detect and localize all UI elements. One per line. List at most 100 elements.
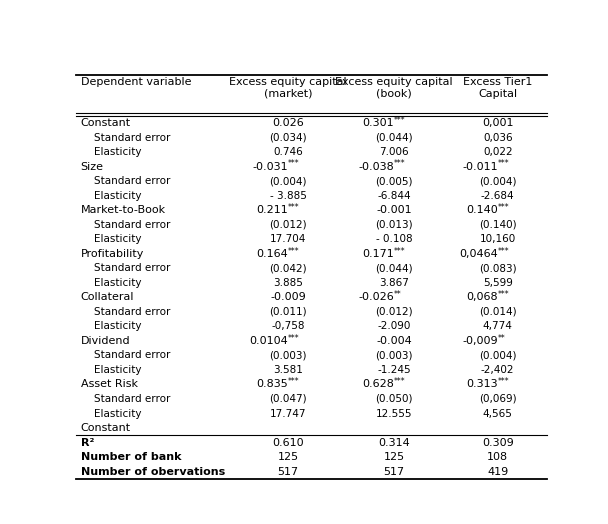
Text: -0.011: -0.011 bbox=[462, 161, 498, 171]
Text: Number of obervations: Number of obervations bbox=[81, 466, 225, 477]
Text: 17.704: 17.704 bbox=[270, 234, 306, 244]
Text: (0.044): (0.044) bbox=[375, 263, 413, 273]
Text: 5,599: 5,599 bbox=[483, 278, 513, 288]
Text: 0.610: 0.610 bbox=[272, 438, 304, 447]
Text: 17.747: 17.747 bbox=[270, 409, 306, 419]
Text: 0.835: 0.835 bbox=[257, 379, 288, 389]
Text: -6.844: -6.844 bbox=[377, 191, 411, 201]
Text: (0.140): (0.140) bbox=[479, 220, 517, 230]
Text: 0.0104: 0.0104 bbox=[249, 336, 288, 346]
Text: Elasticity: Elasticity bbox=[94, 321, 142, 331]
Text: -0.026: -0.026 bbox=[358, 292, 394, 302]
Text: Elasticity: Elasticity bbox=[94, 409, 142, 419]
Text: Dividend: Dividend bbox=[81, 336, 130, 346]
Text: - 3.885: - 3.885 bbox=[269, 191, 306, 201]
Text: (0.083): (0.083) bbox=[479, 263, 517, 273]
Text: Standard error: Standard error bbox=[94, 307, 170, 317]
Text: (0.047): (0.047) bbox=[269, 394, 307, 404]
Text: (0.011): (0.011) bbox=[269, 307, 307, 317]
Text: ***: *** bbox=[394, 377, 406, 386]
Text: (0.005): (0.005) bbox=[375, 176, 413, 186]
Text: Elasticity: Elasticity bbox=[94, 234, 142, 244]
Text: 0.164: 0.164 bbox=[257, 249, 288, 259]
Text: **: ** bbox=[498, 334, 505, 343]
Text: 0,036: 0,036 bbox=[483, 133, 513, 143]
Text: 3.867: 3.867 bbox=[379, 278, 409, 288]
Text: Constant: Constant bbox=[81, 118, 131, 128]
Text: Standard error: Standard error bbox=[94, 351, 170, 361]
Text: (0.012): (0.012) bbox=[375, 307, 413, 317]
Text: Profitability: Profitability bbox=[81, 249, 144, 259]
Text: -2,402: -2,402 bbox=[481, 365, 514, 375]
Text: -0.031: -0.031 bbox=[252, 161, 288, 171]
Text: 0.140: 0.140 bbox=[466, 205, 498, 215]
Text: Elasticity: Elasticity bbox=[94, 147, 142, 157]
Text: (0.004): (0.004) bbox=[269, 176, 307, 186]
Text: Standard error: Standard error bbox=[94, 176, 170, 186]
Text: (0.004): (0.004) bbox=[479, 351, 516, 361]
Text: -1.245: -1.245 bbox=[377, 365, 411, 375]
Text: (0.014): (0.014) bbox=[479, 307, 517, 317]
Text: Excess equity capital
(book): Excess equity capital (book) bbox=[335, 77, 453, 99]
Text: Elasticity: Elasticity bbox=[94, 365, 142, 375]
Text: Excess equity capital
(market): Excess equity capital (market) bbox=[229, 77, 347, 99]
Text: (0.034): (0.034) bbox=[269, 133, 307, 143]
Text: 0.211: 0.211 bbox=[257, 205, 288, 215]
Text: **: ** bbox=[394, 290, 402, 299]
Text: 7.006: 7.006 bbox=[379, 147, 409, 157]
Text: 419: 419 bbox=[487, 466, 508, 477]
Text: Standard error: Standard error bbox=[94, 220, 170, 230]
Text: Asset Risk: Asset Risk bbox=[81, 379, 137, 389]
Text: ***: *** bbox=[394, 159, 406, 168]
Text: 517: 517 bbox=[384, 466, 404, 477]
Text: -0.001: -0.001 bbox=[376, 205, 412, 215]
Text: Standard error: Standard error bbox=[94, 394, 170, 404]
Text: R²: R² bbox=[81, 438, 94, 447]
Text: 0.746: 0.746 bbox=[273, 147, 303, 157]
Text: 0.628: 0.628 bbox=[362, 379, 394, 389]
Text: (0.013): (0.013) bbox=[375, 220, 413, 230]
Text: 4,565: 4,565 bbox=[483, 409, 513, 419]
Text: 0.313: 0.313 bbox=[466, 379, 498, 389]
Text: Number of bank: Number of bank bbox=[81, 452, 181, 462]
Text: -0,009: -0,009 bbox=[462, 336, 498, 346]
Text: 0.301: 0.301 bbox=[362, 118, 394, 128]
Text: - 0.108: - 0.108 bbox=[376, 234, 412, 244]
Text: ***: *** bbox=[288, 203, 300, 212]
Text: -0.009: -0.009 bbox=[270, 292, 306, 302]
Text: ***: *** bbox=[394, 247, 406, 256]
Text: (0.044): (0.044) bbox=[375, 133, 413, 143]
Text: 4,774: 4,774 bbox=[483, 321, 513, 331]
Text: Collateral: Collateral bbox=[81, 292, 134, 302]
Text: -0,758: -0,758 bbox=[271, 321, 305, 331]
Text: (0.012): (0.012) bbox=[269, 220, 307, 230]
Text: -2.090: -2.090 bbox=[378, 321, 411, 331]
Text: (0.004): (0.004) bbox=[479, 176, 516, 186]
Text: (0.003): (0.003) bbox=[269, 351, 307, 361]
Text: (0.042): (0.042) bbox=[269, 263, 307, 273]
Text: ***: *** bbox=[288, 377, 300, 386]
Text: 0.314: 0.314 bbox=[378, 438, 410, 447]
Text: 0.309: 0.309 bbox=[482, 438, 514, 447]
Text: Dependent variable: Dependent variable bbox=[81, 77, 191, 87]
Text: ***: *** bbox=[498, 290, 510, 299]
Text: ***: *** bbox=[498, 377, 510, 386]
Text: 12.555: 12.555 bbox=[376, 409, 412, 419]
Text: 108: 108 bbox=[487, 452, 508, 462]
Text: 517: 517 bbox=[277, 466, 299, 477]
Text: 125: 125 bbox=[277, 452, 299, 462]
Text: -2.684: -2.684 bbox=[481, 191, 514, 201]
Text: -0.038: -0.038 bbox=[358, 161, 394, 171]
Text: -0.004: -0.004 bbox=[376, 336, 412, 346]
Text: 125: 125 bbox=[384, 452, 404, 462]
Text: 3.885: 3.885 bbox=[273, 278, 303, 288]
Text: (0.003): (0.003) bbox=[375, 351, 413, 361]
Text: (0,069): (0,069) bbox=[479, 394, 517, 404]
Text: ***: *** bbox=[498, 203, 510, 212]
Text: Standard error: Standard error bbox=[94, 263, 170, 273]
Text: 0,068: 0,068 bbox=[466, 292, 498, 302]
Text: Constant: Constant bbox=[81, 423, 131, 433]
Text: Elasticity: Elasticity bbox=[94, 278, 142, 288]
Text: Size: Size bbox=[81, 161, 104, 171]
Text: 0,022: 0,022 bbox=[483, 147, 513, 157]
